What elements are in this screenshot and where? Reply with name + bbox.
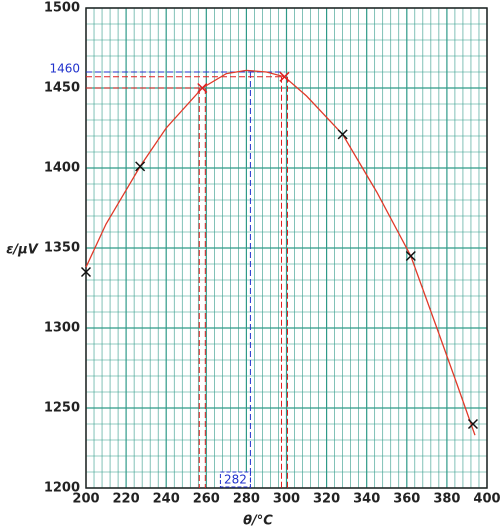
x-tick-label: 280 [233, 492, 260, 507]
x-tick-label: 300 [273, 492, 300, 507]
y-tick-label: 1200 [44, 481, 80, 496]
data-point [279, 71, 290, 82]
data-point [467, 418, 478, 430]
x-tick-label: 380 [433, 492, 460, 507]
x-tick-label: 200 [72, 492, 99, 507]
x-tick-label: 400 [473, 492, 500, 507]
y-tick-label: 1400 [44, 161, 80, 176]
data-point [405, 250, 416, 262]
y-axis-label: ε/μV [6, 243, 39, 258]
x-tick-label: 360 [393, 492, 420, 507]
data-point [135, 161, 146, 172]
y-tick-label: 1350 [44, 241, 80, 256]
annotation-box [219, 471, 251, 488]
plot-frame [85, 7, 488, 489]
x-tick-label: 240 [153, 492, 180, 507]
y-tick-label: 1300 [44, 321, 80, 336]
fit-curve [85, 69, 476, 436]
annotation-label: 282 [224, 473, 247, 487]
data-point [80, 266, 92, 278]
y-tick-label: 1500 [44, 1, 80, 16]
y-tick-label: 1250 [44, 401, 80, 416]
annotation-label: 1460 [49, 62, 80, 76]
data-point [197, 82, 208, 94]
x-tick-label: 340 [353, 492, 380, 507]
x-tick-label: 320 [313, 492, 340, 507]
data-point [337, 129, 348, 140]
x-tick-label: 260 [193, 492, 220, 507]
y-tick-label: 1450 [44, 81, 80, 96]
x-axis-label: θ/°C [243, 514, 273, 529]
x-tick-label: 220 [113, 492, 140, 507]
